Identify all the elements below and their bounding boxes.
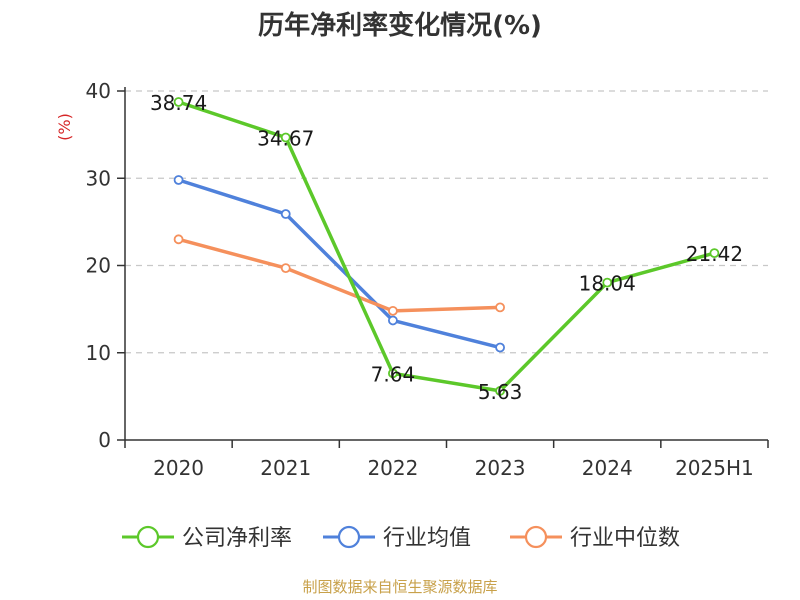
grid <box>125 90 768 354</box>
legend-label: 行业均值 <box>383 526 471 551</box>
legend-marker-icon <box>524 525 548 549</box>
series-1 <box>173 175 505 353</box>
x-tick-label: 2021 <box>260 456 311 480</box>
data-point <box>388 305 398 316</box>
y-axis-label: (%) <box>55 113 74 141</box>
legend-item-1[interactable]: 行业均值 <box>323 525 471 551</box>
legend-marker-icon <box>337 525 361 549</box>
data-label: 38.74 <box>150 91 207 115</box>
legend[interactable]: 公司净利率 行业均值 行业中位数 <box>122 525 680 551</box>
data-point <box>495 342 505 353</box>
series-2 <box>173 234 505 316</box>
data-labels: 38.74 34.67 7.64 5.63 18.04 21.42 <box>150 91 743 404</box>
y-tick-label: 20 <box>86 254 111 278</box>
source-note: 制图数据来自恒生聚源数据库 <box>302 578 497 596</box>
y-tick-label: 10 <box>86 341 111 365</box>
x-tick-label: 2025H1 <box>675 456 754 480</box>
series-layer <box>173 97 720 396</box>
series-line <box>178 237 501 313</box>
data-point <box>388 315 398 326</box>
data-label: 7.64 <box>371 362 416 386</box>
y-tick-label: 40 <box>86 79 111 103</box>
legend-marker-icon <box>136 525 160 549</box>
data-point <box>280 209 291 219</box>
data-label: 18.04 <box>579 272 636 296</box>
data-point <box>495 302 505 313</box>
chart-title: 历年净利率变化情况(%) <box>258 10 542 41</box>
legend-label: 公司净利率 <box>182 526 292 551</box>
data-point <box>388 368 398 379</box>
series-0 <box>173 97 720 396</box>
legend-item-0[interactable]: 公司净利率 <box>122 525 292 551</box>
legend-item-2[interactable]: 行业中位数 <box>510 525 680 551</box>
data-label: 34.67 <box>257 127 314 151</box>
legend-label: 行业中位数 <box>570 526 680 551</box>
axes: 0 10 20 30 40 2020 2021 2022 2023 2024 2025H1 <box>86 79 769 480</box>
data-point <box>173 234 184 245</box>
y-tick-label: 30 <box>86 166 111 190</box>
x-tick-label: 2023 <box>475 456 526 480</box>
x-tick-label: 2022 <box>367 456 418 480</box>
data-point <box>709 248 720 259</box>
data-label: 21.42 <box>686 242 743 266</box>
data-point <box>602 277 613 288</box>
x-tick-label: 2020 <box>153 456 204 480</box>
series-line <box>178 100 715 393</box>
data-point <box>495 385 505 396</box>
data-point <box>173 97 184 107</box>
data-point <box>280 132 291 143</box>
data-label: 5.63 <box>478 380 523 404</box>
series-line <box>178 178 501 350</box>
x-tick-label: 2024 <box>582 456 633 480</box>
data-point <box>280 263 291 274</box>
data-point <box>173 175 184 185</box>
y-tick-label: 0 <box>98 428 111 452</box>
